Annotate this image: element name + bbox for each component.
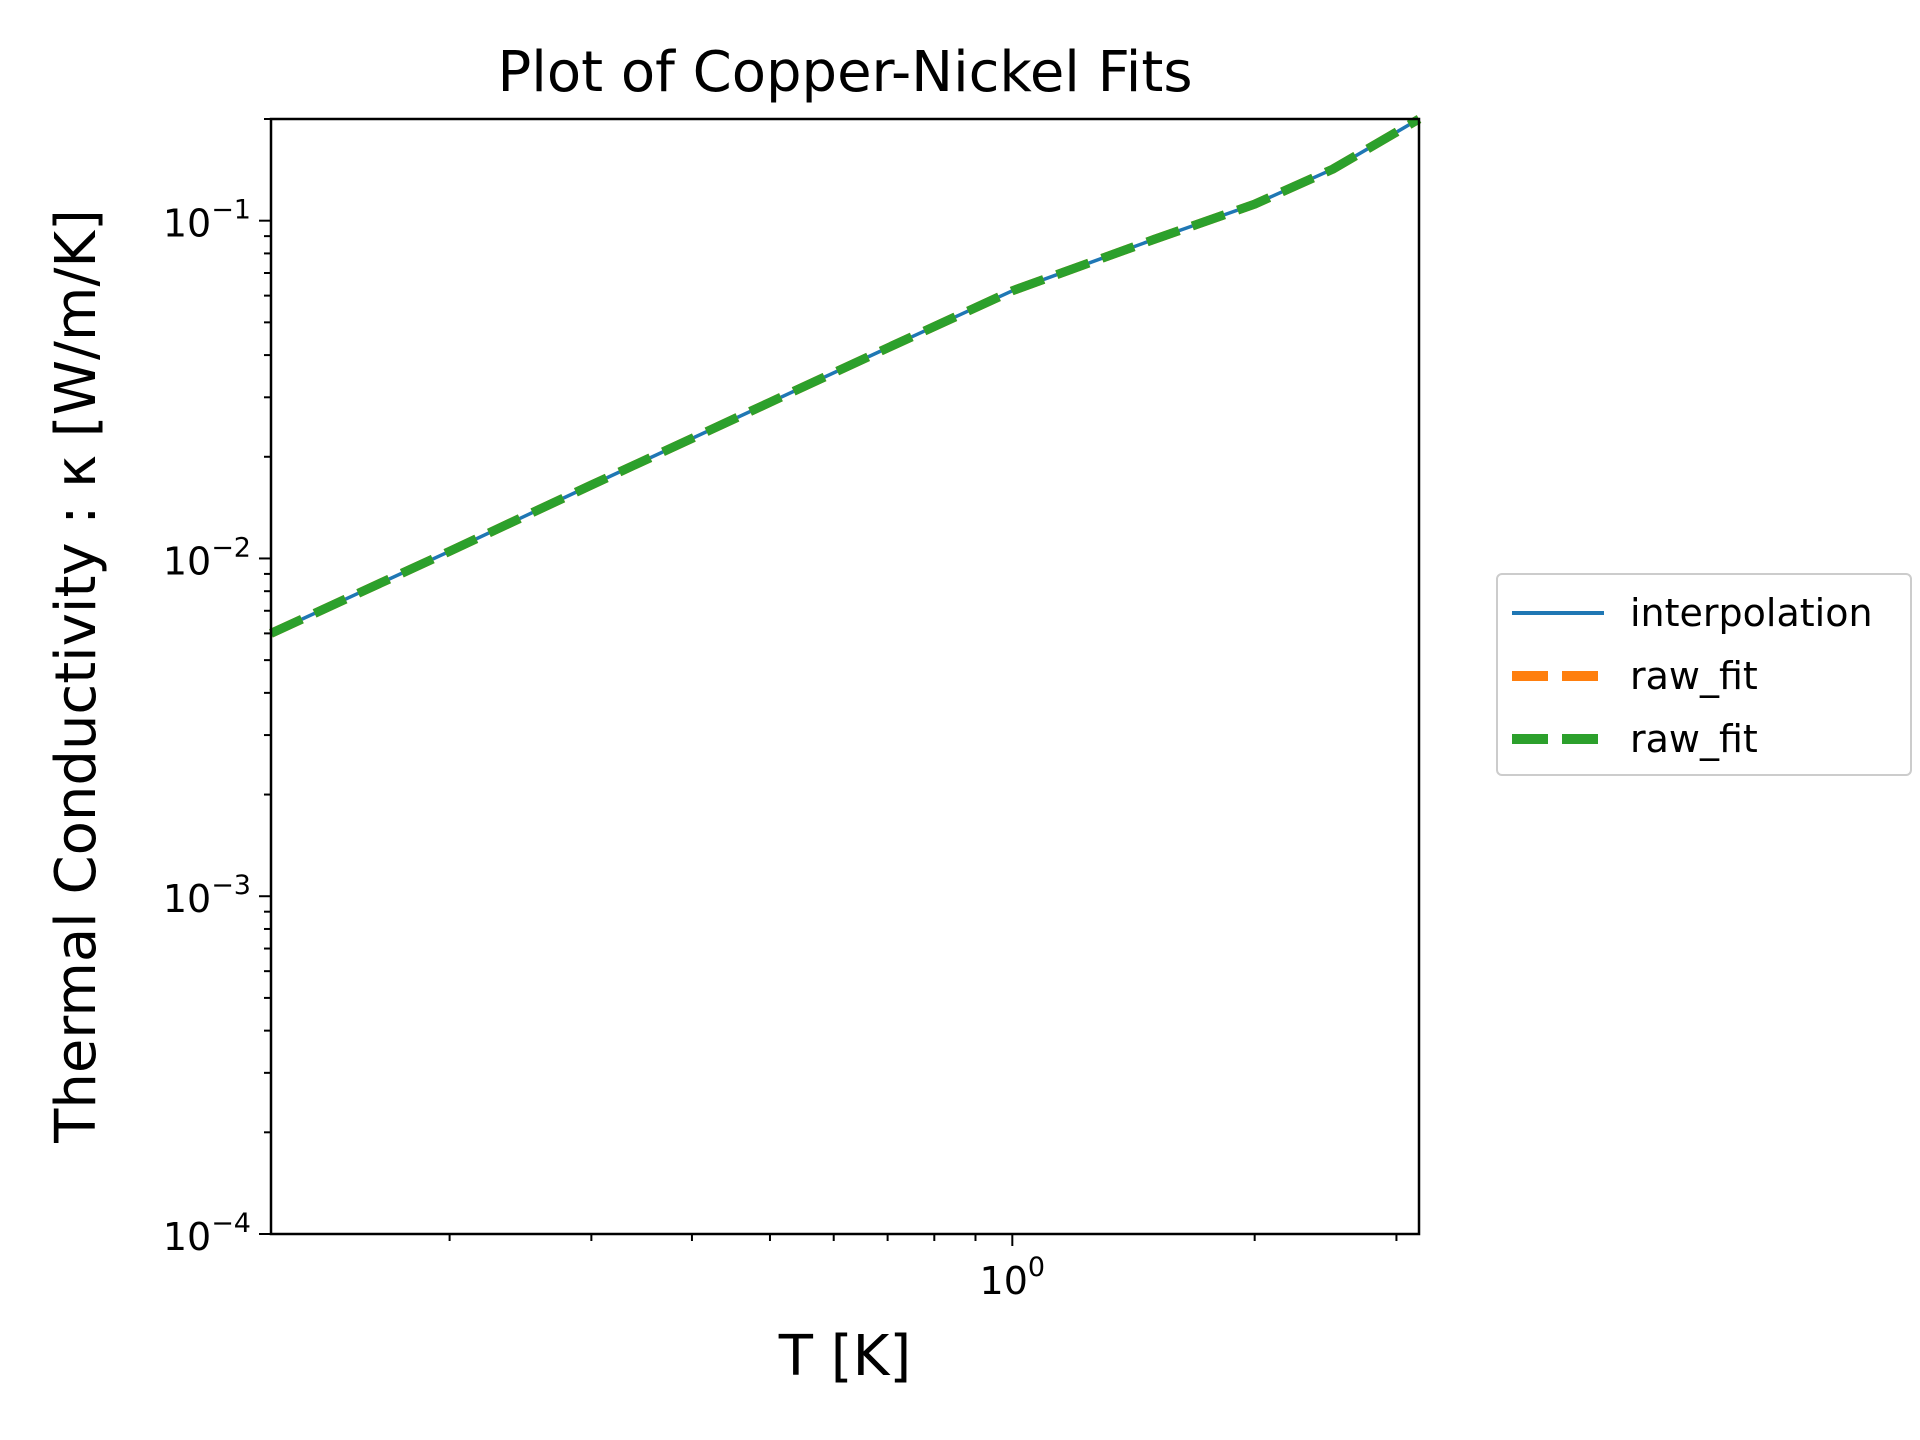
y-tick-label: 10−3 — [163, 870, 251, 921]
legend: interpolation raw_fit raw_fit — [1496, 573, 1912, 776]
y-tick-label: 10−2 — [163, 532, 251, 583]
series-line-0-interpolation — [270, 117, 1420, 635]
x-axis-label: T [K] — [778, 1324, 911, 1389]
y-tick-label: 10−4 — [163, 1208, 251, 1259]
legend-label-raw-fit-green: raw_fit — [1630, 717, 1758, 761]
series-line-2-raw-fit — [269, 115, 1422, 638]
legend-swatch-raw-fit-orange — [1512, 671, 1604, 681]
plot-series — [269, 115, 1422, 638]
legend-label-raw-fit-orange: raw_fit — [1630, 654, 1758, 698]
y-axis-ticks: 10−4 10−3 10−2 10−1 — [163, 118, 271, 1259]
legend-item-raw-fit-orange: raw_fit — [1498, 652, 1910, 702]
series-line-1-raw-fit — [269, 115, 1422, 638]
y-axis-label: Thermal Conductivity : κ [W/m/K] — [44, 209, 109, 1144]
plot-frame — [269, 117, 1421, 1236]
legend-item-interpolation: interpolation — [1498, 589, 1910, 639]
x-tick-label: 100 — [980, 1252, 1046, 1303]
legend-swatch-interpolation — [1512, 611, 1604, 615]
chart-title: Plot of Copper-Nickel Fits — [498, 40, 1193, 105]
x-axis-ticks: 100 — [448, 1234, 1398, 1303]
legend-item-raw-fit-green: raw_fit — [1498, 715, 1910, 765]
legend-label-interpolation: interpolation — [1630, 591, 1873, 635]
legend-swatch-raw-fit-green — [1512, 734, 1604, 744]
y-tick-label: 10−1 — [163, 195, 251, 246]
